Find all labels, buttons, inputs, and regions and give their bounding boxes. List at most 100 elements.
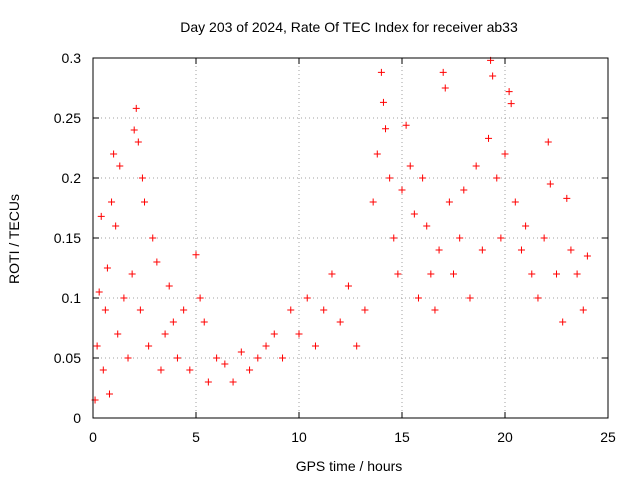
- data-point: [204, 378, 212, 386]
- data-point: [431, 306, 439, 314]
- data-point: [336, 318, 344, 326]
- data-point: [303, 294, 311, 302]
- data-point: [262, 342, 270, 350]
- data-point: [583, 252, 591, 260]
- data-point: [344, 282, 352, 290]
- data-point: [456, 234, 464, 242]
- x-tick-label: 15: [394, 429, 410, 445]
- data-point: [101, 306, 109, 314]
- data-point: [489, 72, 497, 80]
- y-tick-label: 0.2: [62, 170, 82, 186]
- data-point: [441, 84, 449, 92]
- data-point: [439, 68, 447, 76]
- data-point: [196, 294, 204, 302]
- data-point: [382, 125, 390, 133]
- data-point: [460, 186, 468, 194]
- data-point: [134, 138, 142, 146]
- data-point: [114, 330, 122, 338]
- data-point: [534, 294, 542, 302]
- data-point: [108, 198, 116, 206]
- data-point: [149, 234, 157, 242]
- data-point: [103, 264, 111, 272]
- data-point: [124, 354, 132, 362]
- data-point: [213, 354, 221, 362]
- data-point: [553, 270, 560, 278]
- data-point: [95, 288, 103, 296]
- data-point: [386, 174, 394, 182]
- data-point: [567, 246, 575, 254]
- data-point: [110, 150, 118, 158]
- x-tick-label: 5: [192, 429, 200, 445]
- data-point: [579, 306, 587, 314]
- data-point: [398, 186, 406, 194]
- plot-frame: [92, 57, 609, 419]
- data-point: [472, 162, 480, 170]
- data-point: [410, 210, 418, 218]
- data-point: [379, 98, 387, 106]
- data-point: [237, 348, 245, 356]
- data-point: [97, 212, 105, 220]
- x-tick-label: 20: [497, 429, 513, 445]
- data-point: [501, 150, 509, 158]
- data-point: [478, 246, 486, 254]
- data-point: [369, 198, 377, 206]
- data-point: [112, 222, 120, 230]
- data-point: [419, 174, 427, 182]
- x-tick-label: 10: [291, 429, 307, 445]
- data-point: [373, 150, 381, 158]
- data-point: [130, 126, 138, 134]
- grid: [93, 58, 608, 418]
- data-point: [353, 342, 361, 350]
- data-point: [128, 270, 136, 278]
- data-point: [402, 121, 410, 129]
- data-point: [105, 390, 113, 398]
- data-point: [573, 270, 581, 278]
- data-point: [279, 354, 287, 362]
- data-point: [173, 354, 181, 362]
- y-tick-label: 0.25: [54, 110, 81, 126]
- data-point: [200, 318, 208, 326]
- data-point: [132, 104, 140, 112]
- data-point: [136, 306, 144, 314]
- data-point: [559, 318, 567, 326]
- data-point: [311, 342, 319, 350]
- x-tick-label: 25: [600, 429, 616, 445]
- y-tick-label: 0.1: [62, 290, 82, 306]
- data-point: [406, 162, 414, 170]
- data-point: [320, 306, 328, 314]
- data-point: [540, 234, 548, 242]
- data-point: [138, 174, 146, 182]
- data-point: [528, 270, 536, 278]
- data-point: [485, 134, 493, 142]
- chart-title: Day 203 of 2024, Rate Of TEC Index for r…: [180, 19, 518, 35]
- data-point: [377, 68, 385, 76]
- data-point: [445, 198, 453, 206]
- x-axis-label: GPS time / hours: [296, 458, 403, 474]
- axis-ticks: 0 5 10 15 20 25 0 0.05 0.1 0.15 0.2 0.25 0.3: [54, 50, 616, 445]
- data-point: [414, 294, 422, 302]
- data-point: [517, 246, 525, 254]
- data-point: [507, 100, 515, 108]
- data-point: [141, 198, 148, 206]
- data-point: [497, 234, 505, 242]
- y-axis-label: ROTI / TECUs: [6, 194, 22, 284]
- data-point: [192, 251, 200, 259]
- data-point: [246, 366, 254, 374]
- data-point: [180, 306, 188, 314]
- data-point: [361, 306, 369, 314]
- data-points: [91, 56, 591, 404]
- data-point: [328, 270, 336, 278]
- data-point: [427, 270, 435, 278]
- data-point: [157, 366, 165, 374]
- data-point: [544, 138, 552, 146]
- data-point: [165, 282, 173, 290]
- data-point: [145, 342, 153, 350]
- data-point: [390, 234, 398, 242]
- data-point: [511, 198, 519, 206]
- y-tick-label: 0: [73, 410, 81, 426]
- data-point: [116, 162, 124, 170]
- data-point: [493, 174, 501, 182]
- data-point: [221, 360, 229, 368]
- data-point: [99, 366, 107, 374]
